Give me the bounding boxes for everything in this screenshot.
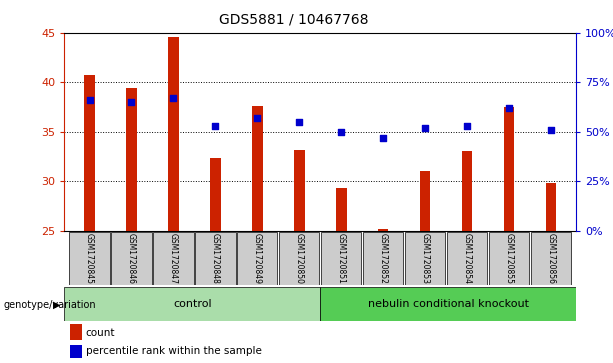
Text: genotype/variation: genotype/variation	[3, 300, 96, 310]
Bar	[531, 232, 571, 285]
Text: GSM1720852: GSM1720852	[379, 233, 388, 284]
Text: percentile rank within the sample: percentile rank within the sample	[86, 346, 262, 356]
Text: GDS5881 / 10467768: GDS5881 / 10467768	[219, 13, 369, 27]
Point	[85, 97, 94, 103]
Point	[421, 125, 430, 131]
Text: GSM1720849: GSM1720849	[253, 233, 262, 284]
Point	[253, 115, 262, 121]
Bar	[279, 232, 319, 285]
Bar	[112, 232, 151, 285]
Text: GSM1720851: GSM1720851	[337, 233, 346, 284]
Text: GSM1720854: GSM1720854	[463, 233, 471, 284]
Bar	[153, 232, 194, 285]
Text: GSM1720856: GSM1720856	[547, 233, 555, 284]
Point	[546, 127, 556, 132]
Point	[127, 99, 137, 105]
Bar	[504, 107, 514, 231]
Bar	[210, 158, 221, 231]
Text: GSM1720855: GSM1720855	[504, 233, 514, 284]
Bar	[196, 232, 235, 285]
Point	[504, 105, 514, 111]
Text: count: count	[86, 327, 115, 338]
Bar	[546, 183, 556, 231]
Bar	[168, 37, 179, 231]
Text: GSM1720845: GSM1720845	[85, 233, 94, 284]
Point	[210, 123, 220, 129]
Bar	[405, 232, 445, 285]
Text: ▶: ▶	[53, 300, 60, 310]
Text: control: control	[173, 299, 211, 309]
Text: GSM1720850: GSM1720850	[295, 233, 304, 284]
Bar	[252, 106, 262, 231]
Text: GSM1720848: GSM1720848	[211, 233, 220, 284]
Point	[378, 135, 388, 140]
Text: GSM1720853: GSM1720853	[421, 233, 430, 284]
Bar	[447, 232, 487, 285]
Point	[169, 95, 178, 101]
Bar	[363, 232, 403, 285]
Bar	[420, 171, 430, 231]
Text: GSM1720846: GSM1720846	[127, 233, 136, 284]
Bar	[126, 88, 137, 231]
Text: GSM1720847: GSM1720847	[169, 233, 178, 284]
Point	[462, 123, 472, 129]
Bar	[462, 151, 473, 231]
Point	[294, 119, 304, 125]
Point	[337, 129, 346, 135]
Bar	[378, 229, 389, 231]
Bar	[294, 150, 305, 231]
Bar	[69, 232, 110, 285]
Bar	[237, 232, 278, 285]
Bar	[336, 188, 346, 231]
Bar	[320, 287, 576, 321]
Bar	[489, 232, 529, 285]
Bar	[85, 75, 95, 231]
Text: nebulin conditional knockout: nebulin conditional knockout	[368, 299, 529, 309]
Bar	[64, 287, 320, 321]
Bar	[321, 232, 362, 285]
